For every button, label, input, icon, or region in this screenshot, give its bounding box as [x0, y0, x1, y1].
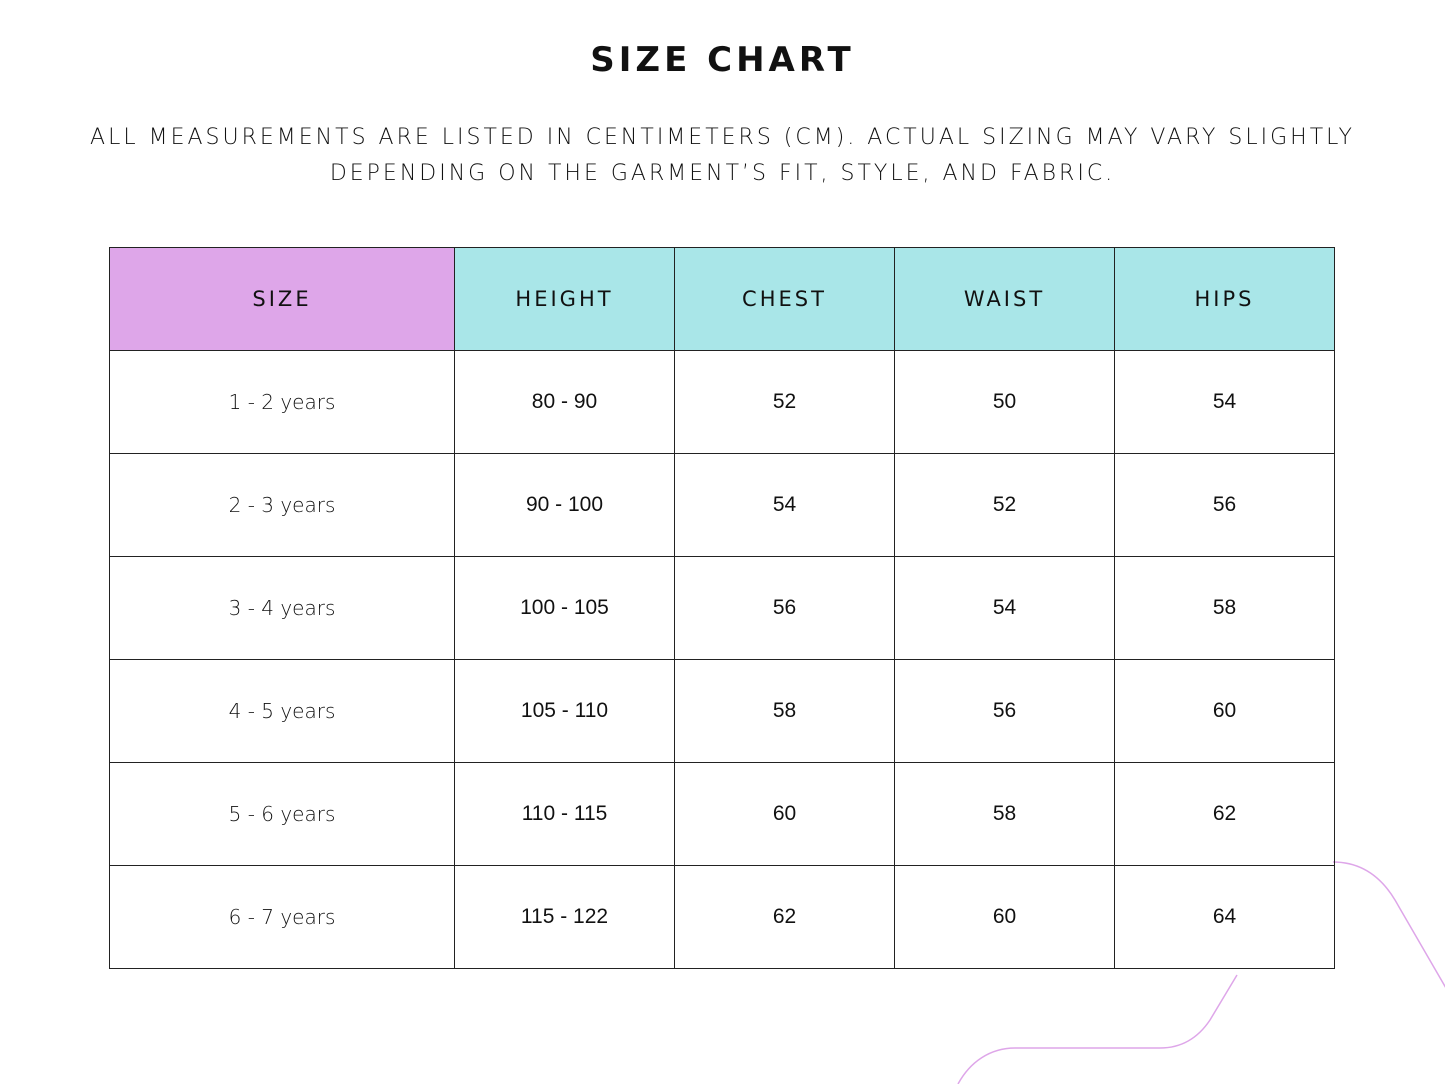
cell-size: 5 - 6 years	[109, 762, 455, 866]
table-row: 5 - 6 years 110 - 115 60 58 62	[109, 762, 1335, 866]
cell-chest: 60	[674, 762, 895, 866]
cell-hips: 62	[1114, 762, 1335, 866]
header-size: SIZE	[109, 247, 455, 351]
cell-height: 90 - 100	[454, 453, 675, 557]
cell-height: 80 - 90	[454, 350, 675, 454]
cell-size: 6 - 7 years	[109, 865, 455, 969]
cell-height: 105 - 110	[454, 659, 675, 763]
cell-height: 110 - 115	[454, 762, 675, 866]
cell-hips: 54	[1114, 350, 1335, 454]
cell-chest: 62	[674, 865, 895, 969]
cell-waist: 56	[894, 659, 1115, 763]
cell-waist: 58	[894, 762, 1115, 866]
cell-waist: 60	[894, 865, 1115, 969]
page-title: SIZE CHART	[590, 40, 855, 80]
cell-height: 115 - 122	[454, 865, 675, 969]
header-waist: WAIST	[894, 247, 1115, 351]
table-row: 1 - 2 years 80 - 90 52 50 54	[109, 350, 1335, 454]
table-row: 4 - 5 years 105 - 110 58 56 60	[109, 659, 1335, 763]
cell-hips: 58	[1114, 556, 1335, 660]
cell-size: 4 - 5 years	[109, 659, 455, 763]
cell-chest: 56	[674, 556, 895, 660]
cell-chest: 52	[674, 350, 895, 454]
size-table: SIZE HEIGHT CHEST WAIST HIPS 1 - 2 years…	[109, 247, 1335, 969]
cell-size: 3 - 4 years	[109, 556, 455, 660]
table-row: 3 - 4 years 100 - 105 56 54 58	[109, 556, 1335, 660]
cell-chest: 58	[674, 659, 895, 763]
cell-hips: 60	[1114, 659, 1335, 763]
header-height: HEIGHT	[454, 247, 675, 351]
cell-height: 100 - 105	[454, 556, 675, 660]
cell-waist: 52	[894, 453, 1115, 557]
cell-waist: 50	[894, 350, 1115, 454]
cell-size: 2 - 3 years	[109, 453, 455, 557]
header-hips: HIPS	[1114, 247, 1335, 351]
header-row: SIZE HEIGHT CHEST WAIST HIPS	[109, 247, 1335, 351]
cell-chest: 54	[674, 453, 895, 557]
page-subtitle: ALL MEASUREMENTS ARE LISTED IN CENTIMETE…	[90, 125, 1355, 186]
cell-hips: 64	[1114, 865, 1335, 969]
table-row: 6 - 7 years 115 - 122 62 60 64	[109, 865, 1335, 969]
cell-size: 1 - 2 years	[109, 350, 455, 454]
cell-waist: 54	[894, 556, 1115, 660]
cell-hips: 56	[1114, 453, 1335, 557]
header-chest: CHEST	[674, 247, 895, 351]
table-row: 2 - 3 years 90 - 100 54 52 56	[109, 453, 1335, 557]
